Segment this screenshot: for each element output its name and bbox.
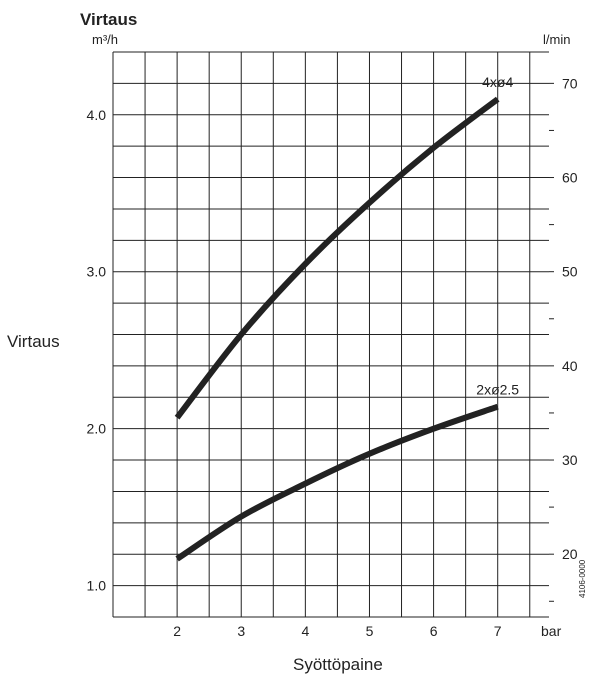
x-tick-label: 3 bbox=[237, 623, 245, 639]
x-tick-label: 6 bbox=[430, 623, 438, 639]
left-y-tick-labels: 1.0 2.0 3.0 4.0 bbox=[87, 107, 107, 594]
x-axis-label: Syöttöpaine bbox=[293, 655, 383, 674]
chart-grid bbox=[112, 51, 554, 618]
left-y-tick-label: 3.0 bbox=[87, 264, 107, 280]
left-y-tick-label: 4.0 bbox=[87, 107, 107, 123]
x-tick-labels: 2 3 4 5 6 7 bbox=[173, 623, 502, 639]
series-label-2: 2xø2.5 bbox=[476, 382, 519, 398]
series-line-1 bbox=[174, 96, 500, 420]
series-label-1: 4xø4 bbox=[482, 74, 513, 90]
right-y-tick-label: 60 bbox=[562, 170, 578, 186]
right-y-tick-label: 50 bbox=[562, 264, 578, 280]
x-tick-label: 5 bbox=[366, 623, 374, 639]
chart-title: Virtaus bbox=[80, 10, 137, 29]
right-y-tick-label: 20 bbox=[562, 546, 578, 562]
right-y-tick-labels: 20 30 40 50 60 70 bbox=[562, 75, 578, 562]
x-tick-label: 2 bbox=[173, 623, 181, 639]
x-tick-label: 7 bbox=[494, 623, 502, 639]
series-line-2 bbox=[175, 403, 499, 562]
series-group: 4xø4 2xø2.5 bbox=[174, 74, 519, 562]
left-y-tick-label: 1.0 bbox=[87, 578, 107, 594]
x-unit-label: bar bbox=[541, 623, 562, 639]
x-tick-label: 4 bbox=[301, 623, 309, 639]
right-unit-label: l/min bbox=[543, 32, 570, 47]
right-y-tick-label: 70 bbox=[562, 75, 578, 91]
right-y-tick-label: 30 bbox=[562, 452, 578, 468]
right-y-tick-label: 40 bbox=[562, 358, 578, 374]
left-y-tick-label: 2.0 bbox=[87, 421, 107, 437]
left-unit-label: m³/h bbox=[92, 32, 118, 47]
figure-code: 4106-0000 bbox=[578, 559, 587, 598]
y-axis-label: Virtaus bbox=[7, 332, 60, 351]
